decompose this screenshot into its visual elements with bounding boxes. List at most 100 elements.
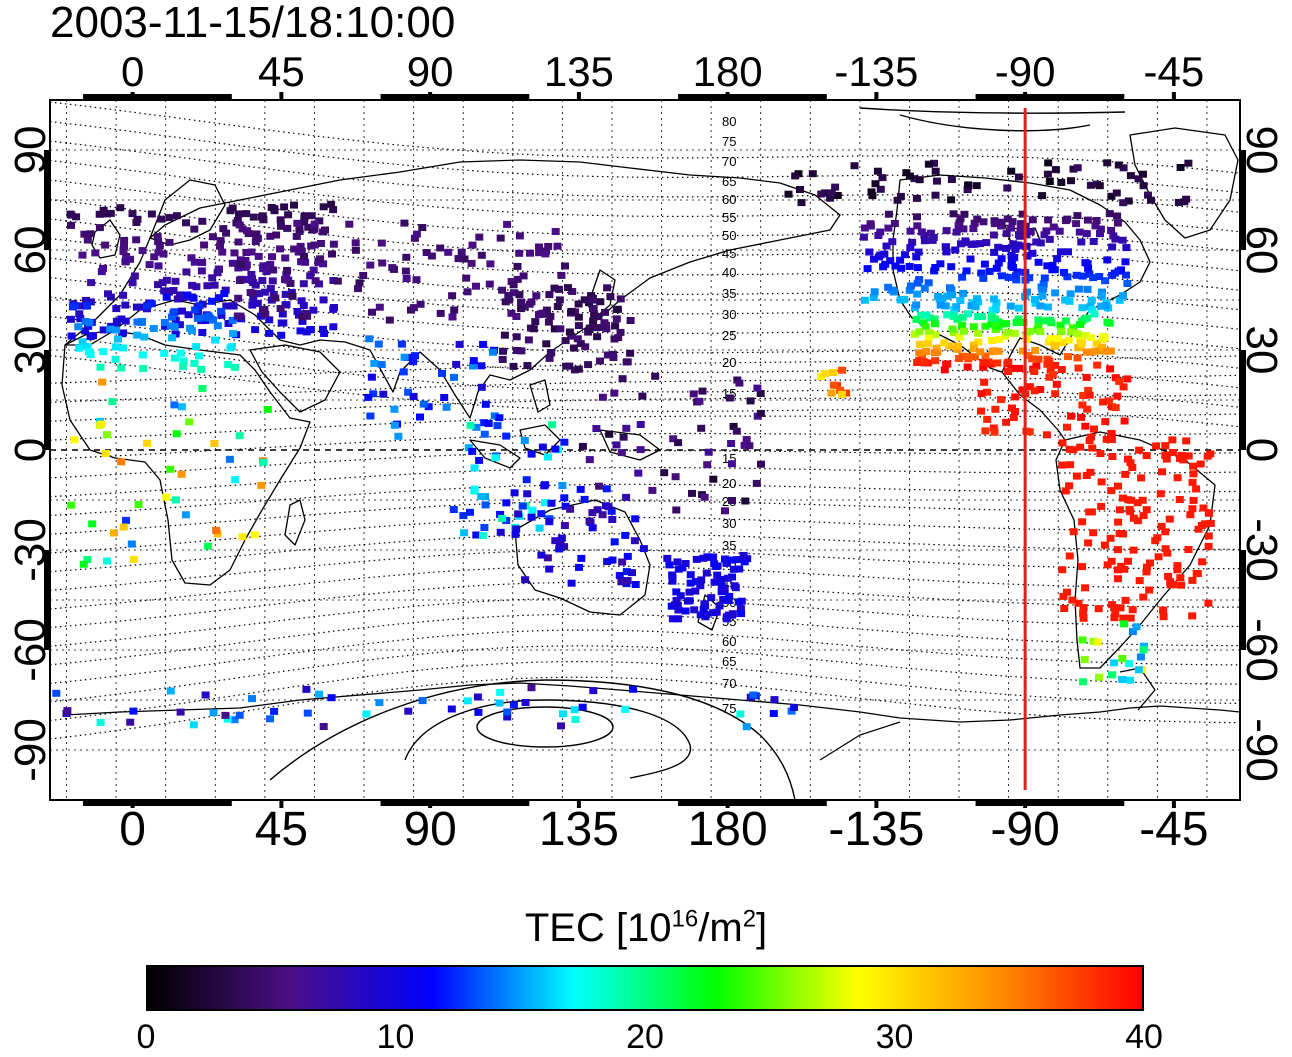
- tec-cell: [329, 240, 338, 248]
- tec-cell: [134, 501, 143, 508]
- tec-cell: [962, 267, 971, 275]
- tec-cell: [729, 565, 738, 573]
- tec-cell: [930, 315, 939, 323]
- tec-cell: [261, 310, 270, 318]
- tec-cell: [214, 294, 223, 302]
- tec-cell: [622, 493, 631, 501]
- tec-cell: [868, 192, 877, 200]
- tec-cell: [1121, 470, 1130, 478]
- lon-tick-top: 45: [258, 48, 305, 95]
- magnetic-contour: [50, 432, 1240, 460]
- contour-label: 50: [722, 228, 736, 243]
- tec-cell: [626, 349, 635, 357]
- tec-cell: [150, 253, 159, 261]
- tec-cell: [997, 218, 1006, 226]
- tec-cell: [388, 264, 397, 272]
- tec-cell: [474, 708, 483, 716]
- tec-cell: [983, 415, 992, 423]
- tec-cell: [111, 343, 120, 351]
- tec-cell: [1173, 562, 1182, 570]
- tec-cell: [831, 183, 840, 191]
- tec-cell: [906, 227, 915, 235]
- tec-cell: [211, 336, 220, 344]
- tec-cell: [577, 554, 586, 562]
- tec-cell: [608, 556, 617, 564]
- tec-cell: [208, 274, 217, 282]
- tec-cell: [319, 723, 328, 730]
- tec-cell: [1034, 258, 1043, 266]
- tec-cell: [190, 258, 199, 266]
- tec-cell: [574, 300, 583, 308]
- colorbar-tick-label: 20: [626, 1018, 664, 1056]
- tec-cell: [1184, 452, 1193, 460]
- tec-cell: [511, 530, 520, 538]
- lon-tick-top: -135: [834, 48, 918, 95]
- tec-cell: [307, 242, 316, 250]
- tec-cell: [884, 283, 893, 291]
- tec-cell: [1087, 296, 1096, 304]
- tec-cell: [1016, 225, 1025, 233]
- tec-cell: [496, 528, 505, 536]
- tec-cell: [1098, 288, 1106, 296]
- tec-cell: [223, 715, 232, 723]
- tec-cell: [1013, 268, 1022, 276]
- tec-cell: [520, 437, 529, 444]
- tec-cell: [969, 225, 978, 233]
- tec-cell: [499, 347, 507, 355]
- magnetic-contour: [50, 661, 1240, 722]
- tec-cell: [538, 443, 547, 451]
- tec-cell: [464, 444, 473, 452]
- tec-cell: [1002, 320, 1011, 328]
- tec-cell: [974, 338, 983, 346]
- tec-cell: [1105, 210, 1114, 218]
- tec-cell: [400, 353, 409, 361]
- tec-cell: [229, 302, 238, 310]
- tec-cell: [95, 210, 104, 218]
- tec-cell: [964, 310, 972, 318]
- tec-cell: [574, 322, 583, 330]
- tec-cell: [85, 319, 94, 327]
- tec-cell: [496, 234, 505, 242]
- tec-cell: [596, 298, 605, 306]
- tec-cell: [385, 316, 394, 324]
- tec-cell: [550, 325, 559, 333]
- tec-cell: [394, 432, 403, 440]
- tec-cell: [252, 235, 261, 243]
- tec-cell: [873, 167, 882, 175]
- tec-cell: [143, 302, 151, 310]
- tec-cell: [665, 561, 674, 569]
- tec-cell: [268, 253, 276, 261]
- tec-cell: [1038, 286, 1047, 294]
- tec-cell: [1111, 404, 1120, 412]
- tec-cell: [1096, 225, 1105, 233]
- tec-cell: [728, 610, 737, 618]
- tec-cell: [182, 268, 191, 276]
- tec-cell: [1100, 334, 1109, 342]
- tec-cell: [329, 206, 338, 214]
- tec-cell: [869, 294, 878, 301]
- tec-cell: [1119, 292, 1127, 300]
- tec-cell: [1051, 166, 1060, 174]
- tec-cell: [181, 511, 190, 519]
- tec-cell: [477, 362, 486, 370]
- tec-cell: [317, 240, 325, 247]
- tec-cell: [934, 293, 943, 300]
- tec-cell: [251, 326, 260, 334]
- tec-cell: [697, 576, 706, 584]
- tec-cell: [242, 210, 251, 218]
- tec-cell: [977, 407, 985, 415]
- tec-cell: [412, 230, 421, 238]
- tec-cell: [931, 167, 940, 175]
- tec-cell: [544, 453, 552, 461]
- tec-cell: [1094, 605, 1103, 613]
- contour-label: 30: [722, 307, 736, 322]
- tec-cell: [561, 337, 570, 345]
- tec-cell: [281, 290, 290, 298]
- tec-cell: [739, 552, 748, 559]
- tec-cell: [565, 328, 574, 336]
- tec-cell: [252, 230, 261, 238]
- tec-cell: [212, 527, 221, 534]
- tec-cell: [137, 318, 146, 326]
- tec-cell: [1074, 364, 1083, 372]
- tec-cell: [220, 290, 229, 298]
